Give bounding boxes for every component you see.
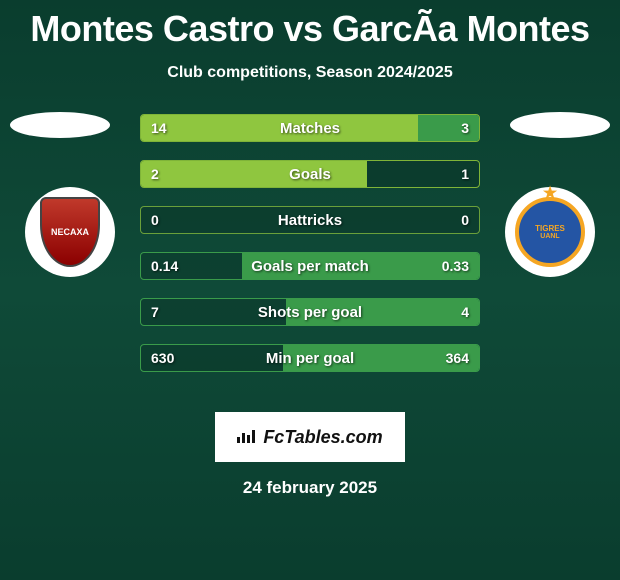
badge-circle-left: NECAXA	[25, 187, 115, 277]
player-right-silhouette	[510, 112, 610, 138]
stats-container: 14 Matches 3 2 Goals 1 0 Hattricks 0 0.14 Goals pe…	[140, 114, 480, 390]
stat-fill-left	[141, 161, 367, 187]
date-text: 24 february 2025	[0, 478, 620, 498]
stat-value-left: 630	[151, 350, 174, 366]
stat-row: 14 Matches 3	[140, 114, 480, 142]
stat-row: 2 Goals 1	[140, 160, 480, 188]
club-right-sub: UANL	[540, 233, 559, 240]
club-badge-right: ★ TIGRES UANL	[500, 172, 600, 292]
stat-value-left: 0.14	[151, 258, 178, 274]
stat-value-left: 7	[151, 304, 159, 320]
chart-icon	[237, 427, 257, 448]
stat-row: 0.14 Goals per match 0.33	[140, 252, 480, 280]
stat-label: Shots per goal	[258, 304, 362, 321]
stat-row: 7 Shots per goal 4	[140, 298, 480, 326]
stat-label: Goals	[289, 166, 331, 183]
stat-value-left: 14	[151, 120, 167, 136]
stat-value-left: 2	[151, 166, 159, 182]
stat-label: Matches	[280, 120, 340, 137]
club-badge-left: NECAXA	[20, 172, 120, 292]
stat-row: 630 Min per goal 364	[140, 344, 480, 372]
star-icon: ★	[543, 183, 557, 203]
stat-label: Hattricks	[278, 212, 342, 229]
page-title: Montes Castro vs GarcÃa Montes	[0, 0, 620, 50]
stat-value-right: 1	[461, 166, 469, 182]
stat-value-right: 0.33	[442, 258, 469, 274]
brand-box: FcTables.com	[215, 412, 405, 462]
stat-value-right: 4	[461, 304, 469, 320]
stat-label: Min per goal	[266, 350, 354, 367]
club-left-name: NECAXA	[51, 227, 89, 237]
necaxa-shield-icon: NECAXA	[40, 197, 100, 267]
club-right-name: TIGRES	[535, 224, 565, 233]
player-left-silhouette	[10, 112, 110, 138]
badge-circle-right: ★ TIGRES UANL	[505, 187, 595, 277]
stat-value-left: 0	[151, 212, 159, 228]
stat-fill-right	[418, 115, 479, 141]
page-subtitle: Club competitions, Season 2024/2025	[0, 64, 620, 82]
stat-value-right: 0	[461, 212, 469, 228]
comparison-area: NECAXA ★ TIGRES UANL 14 Matches 3 2 Goals 1 0 H…	[0, 102, 620, 402]
stat-value-right: 3	[461, 120, 469, 136]
tigres-shield-icon: TIGRES UANL	[515, 197, 585, 267]
stat-row: 0 Hattricks 0	[140, 206, 480, 234]
stat-label: Goals per match	[251, 258, 369, 275]
stat-value-right: 364	[446, 350, 469, 366]
brand-text: FcTables.com	[263, 427, 382, 448]
